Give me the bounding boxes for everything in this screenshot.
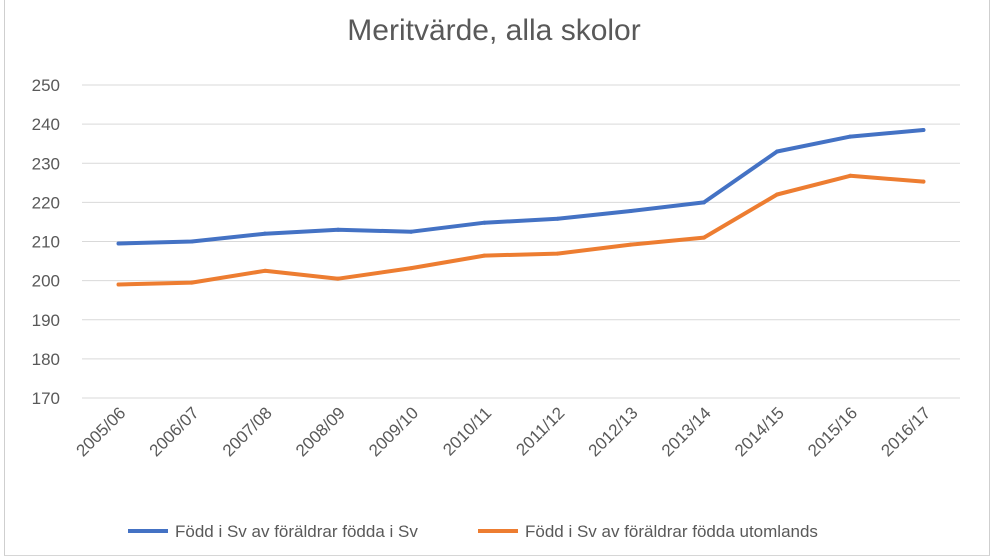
data-point xyxy=(628,208,633,213)
x-tick-label: 2009/10 xyxy=(365,403,422,460)
y-tick-label: 220 xyxy=(32,193,60,212)
data-point xyxy=(116,241,121,246)
series-line-0 xyxy=(116,128,926,246)
x-tick-label: 2015/16 xyxy=(804,403,861,460)
x-tick-label: 2014/15 xyxy=(731,403,788,460)
data-point xyxy=(775,149,780,154)
data-point xyxy=(336,276,341,281)
y-tick-label: 250 xyxy=(32,76,60,95)
y-tick-label: 180 xyxy=(32,350,60,369)
data-point xyxy=(189,280,194,285)
data-point xyxy=(775,192,780,197)
data-point xyxy=(409,266,414,271)
data-point xyxy=(482,220,487,225)
legend-label: Född i Sv av föräldrar födda utomlands xyxy=(525,522,818,541)
x-tick-label: 2016/17 xyxy=(877,403,934,460)
data-point xyxy=(848,134,853,139)
x-tick-label: 2008/09 xyxy=(292,403,349,460)
data-point xyxy=(848,173,853,178)
x-tick-label: 2007/08 xyxy=(219,403,276,460)
x-axis-tick-labels: 2005/06 2006/07 2007/08 2008/09 2009/10 2010/… xyxy=(73,403,935,460)
legend-label: Född i Sv av föräldrar födda i Sv xyxy=(175,522,418,541)
x-tick-label: 2011/12 xyxy=(512,403,568,459)
data-point xyxy=(262,268,267,273)
y-tick-label: 230 xyxy=(32,154,60,173)
x-tick-label: 2006/07 xyxy=(146,403,203,460)
y-tick-label: 240 xyxy=(32,115,60,134)
x-tick-label: 2005/06 xyxy=(73,403,130,460)
data-point xyxy=(555,216,560,221)
chart-frame xyxy=(4,0,990,556)
data-point xyxy=(482,253,487,258)
data-point xyxy=(628,242,633,247)
data-point xyxy=(921,127,926,132)
data-point xyxy=(262,231,267,236)
x-tick-label: 2013/14 xyxy=(658,403,715,460)
data-point xyxy=(409,229,414,234)
data-point xyxy=(701,200,706,205)
chart-title: Meritvärde, alla skolor xyxy=(347,14,640,47)
y-tick-label: 190 xyxy=(32,311,60,330)
gridlines xyxy=(82,84,960,399)
legend: Född i Sv av föräldrar födda i Sv Född i … xyxy=(128,522,818,541)
data-point xyxy=(116,282,121,287)
x-tick-label: 2010/11 xyxy=(439,403,495,459)
series-lines xyxy=(116,127,926,287)
series-line-1 xyxy=(116,173,926,287)
data-point xyxy=(921,179,926,184)
y-axis-tick-labels: 170 180 190 200 210 220 230 240 250 xyxy=(32,76,60,408)
data-point xyxy=(701,235,706,240)
x-tick-label: 2012/13 xyxy=(585,403,642,460)
data-point xyxy=(555,251,560,256)
y-tick-label: 170 xyxy=(32,389,60,408)
data-point xyxy=(336,227,341,232)
y-tick-label: 210 xyxy=(32,233,60,252)
data-point xyxy=(189,239,194,244)
y-tick-label: 200 xyxy=(32,272,60,291)
